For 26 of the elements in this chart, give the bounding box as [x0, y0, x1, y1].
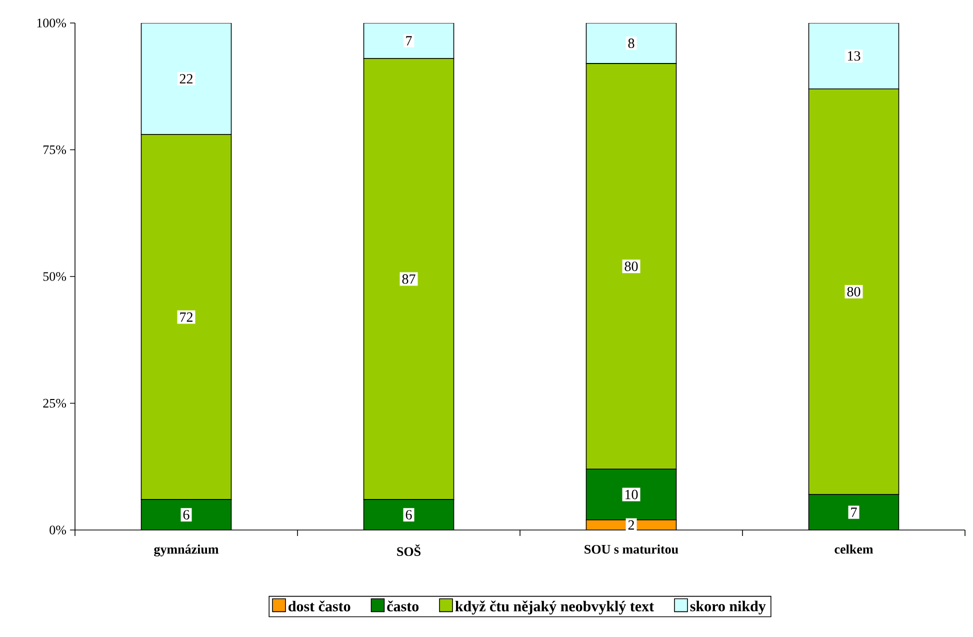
y-tick-label: 25% [43, 398, 66, 408]
data-label: 8 [628, 38, 634, 48]
legend-label: dost často [288, 600, 350, 612]
legend-label: když čtu nějaký neobvyklý text [455, 600, 654, 614]
legend-label: skoro nikdy [690, 600, 766, 614]
y-tick-label: 50% [43, 272, 66, 281]
data-label: 7 [851, 508, 857, 517]
data-label: 2 [628, 520, 634, 530]
data-label: 87 [402, 274, 416, 284]
data-label: 6 [183, 510, 190, 520]
legend-label: často [387, 600, 419, 612]
x-tick-label: SOU s maturitou [584, 544, 678, 554]
data-label: 80 [847, 286, 860, 296]
data-label: 80 [624, 262, 638, 272]
y-tick-label: 0% [50, 526, 66, 534]
y-tick-label: 100% [37, 18, 66, 28]
data-label: 7 [406, 36, 412, 46]
y-tick-label: 75% [44, 145, 66, 154]
data-label: 13 [848, 51, 860, 61]
data-label: 6 [406, 510, 412, 520]
data-label: 10 [625, 490, 638, 500]
x-tick-label: SOŠ [397, 544, 420, 556]
x-tick-label: celkem [834, 544, 874, 554]
x-tick-label: gymnázium [154, 544, 219, 556]
data-label: 72 [180, 312, 192, 322]
data-label: 22 [180, 74, 192, 84]
